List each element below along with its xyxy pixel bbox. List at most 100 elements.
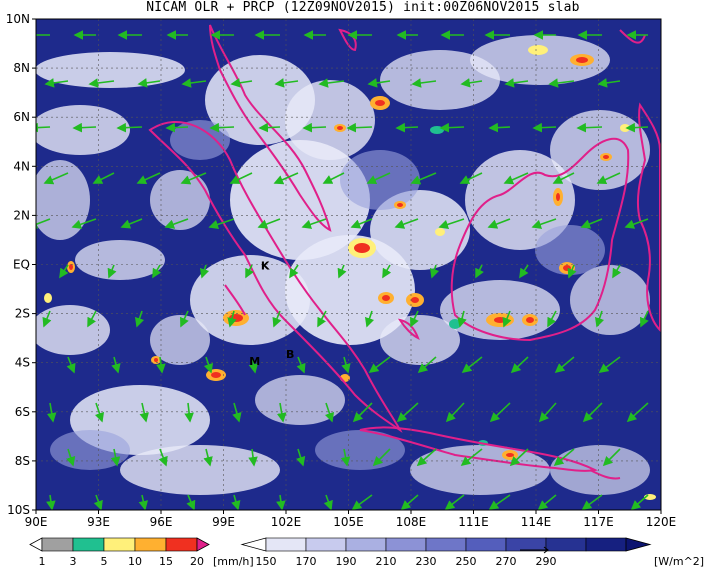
wind-vector	[444, 494, 465, 510]
wind-vector	[554, 356, 575, 374]
wind-vector	[416, 448, 437, 467]
olr-colorbar-upper-cap	[625, 537, 652, 552]
precip-cell	[553, 188, 563, 206]
precip-cell	[151, 356, 161, 364]
wind-vector	[46, 402, 57, 423]
wind-vector	[42, 310, 52, 328]
longitude-axis: 90E 93E 96E 99E 102E 105E 108E 111E 114E 117E 120E	[25, 510, 677, 529]
wind-vector	[509, 448, 529, 467]
wind-vector	[459, 172, 483, 184]
wind-vector	[164, 218, 189, 229]
precip-cell	[406, 293, 424, 307]
precip-cell	[206, 369, 226, 381]
olr-colorbar-swatch	[265, 537, 307, 552]
wind-vector	[553, 448, 575, 467]
lat-label: EQ	[13, 258, 30, 272]
wind-vector	[567, 264, 577, 279]
precip-cell	[600, 153, 612, 161]
wind-vector	[625, 122, 649, 133]
lon-label: 108E	[396, 515, 427, 529]
olr-colorbar-lower-cap	[240, 537, 267, 552]
wind-vector	[547, 310, 557, 328]
wind-vector	[457, 310, 467, 328]
wind-vector	[552, 172, 575, 184]
precip-cell	[67, 261, 75, 273]
wind-vector	[581, 494, 603, 510]
wind-vector	[180, 172, 207, 185]
olr-colorbar-swatch	[585, 537, 627, 552]
olr-colorbar-swatch	[505, 537, 547, 552]
coastline-sumatra	[148, 120, 403, 433]
wind-vector	[276, 494, 286, 510]
lon-label: 93E	[87, 515, 110, 529]
olr-colorbar-unit: [W/m^2]	[654, 555, 704, 568]
place-marker: M	[249, 355, 260, 368]
wind-vector	[352, 402, 373, 423]
precip-cell	[394, 201, 406, 209]
wind-vector	[139, 402, 149, 423]
wind-vector	[395, 122, 419, 133]
wind-vector	[111, 356, 121, 374]
wind-vector	[460, 78, 483, 88]
wind-vector-layer	[36, 30, 649, 510]
wind-vector	[72, 122, 97, 133]
precip-colorbar-tick-label: 20	[190, 555, 204, 568]
wind-vector	[382, 264, 392, 279]
wind-vector	[439, 122, 465, 133]
wind-vector	[532, 122, 557, 133]
wind-vector	[93, 494, 103, 510]
wind-vector	[94, 402, 105, 423]
lat-label: 6S	[15, 405, 30, 419]
wind-vector	[165, 122, 189, 133]
wind-vector	[487, 218, 511, 229]
wind-vector	[624, 218, 649, 229]
wind-vector	[510, 356, 529, 374]
wind-vector	[232, 402, 242, 423]
wind-vector	[488, 494, 511, 510]
wind-vector	[156, 356, 166, 374]
wind-vector	[502, 310, 512, 328]
latitude-axis: 10N 8N 6N 4N 2N EQ 2S 4S 6S 8S 10S	[6, 12, 36, 517]
wind-vector	[92, 172, 115, 184]
precip-colorbar-tick-label: 15	[159, 555, 173, 568]
lon-label: 105E	[333, 515, 364, 529]
lon-label: 120E	[646, 515, 677, 529]
wind-vector	[186, 494, 196, 510]
wind-vector	[289, 264, 299, 279]
wind-vector	[630, 494, 649, 510]
precip-colorbar-upper-cap	[196, 537, 210, 552]
wind-vector	[227, 310, 237, 328]
wind-vector	[107, 264, 117, 279]
wind-vector	[318, 78, 345, 88]
precip-cell	[378, 292, 394, 304]
olr-colorbar-swatch	[305, 537, 347, 552]
wind-vector	[372, 448, 391, 467]
olr-colorbar-swatch	[425, 537, 467, 552]
olr-colorbar-swatch	[345, 537, 387, 552]
wind-vector	[71, 218, 97, 229]
lat-label: 8N	[13, 61, 30, 75]
wind-vector	[366, 172, 391, 185]
wind-vector	[88, 78, 115, 88]
olr-colorbar-tick-label: 210	[376, 555, 397, 568]
wind-vector	[209, 122, 235, 133]
place-markers: K M B	[249, 259, 294, 368]
wind-vector	[36, 122, 51, 133]
wind-vector	[229, 172, 253, 184]
lon-label: 102E	[271, 515, 302, 529]
lat-label: 4S	[15, 356, 30, 370]
wind-vector	[152, 264, 162, 279]
wind-vector	[368, 356, 391, 373]
precip-cell	[370, 96, 390, 110]
wind-vector	[445, 402, 465, 423]
wind-vector	[230, 78, 253, 88]
wind-vector	[276, 402, 287, 423]
precip-cell	[223, 310, 249, 326]
precip-cell	[502, 450, 518, 460]
wind-vector	[531, 218, 557, 229]
wind-vector	[36, 218, 51, 229]
lon-label: 111E	[458, 515, 489, 529]
precip-colorbar-tick-label: 3	[70, 555, 77, 568]
wind-vector	[410, 172, 437, 185]
